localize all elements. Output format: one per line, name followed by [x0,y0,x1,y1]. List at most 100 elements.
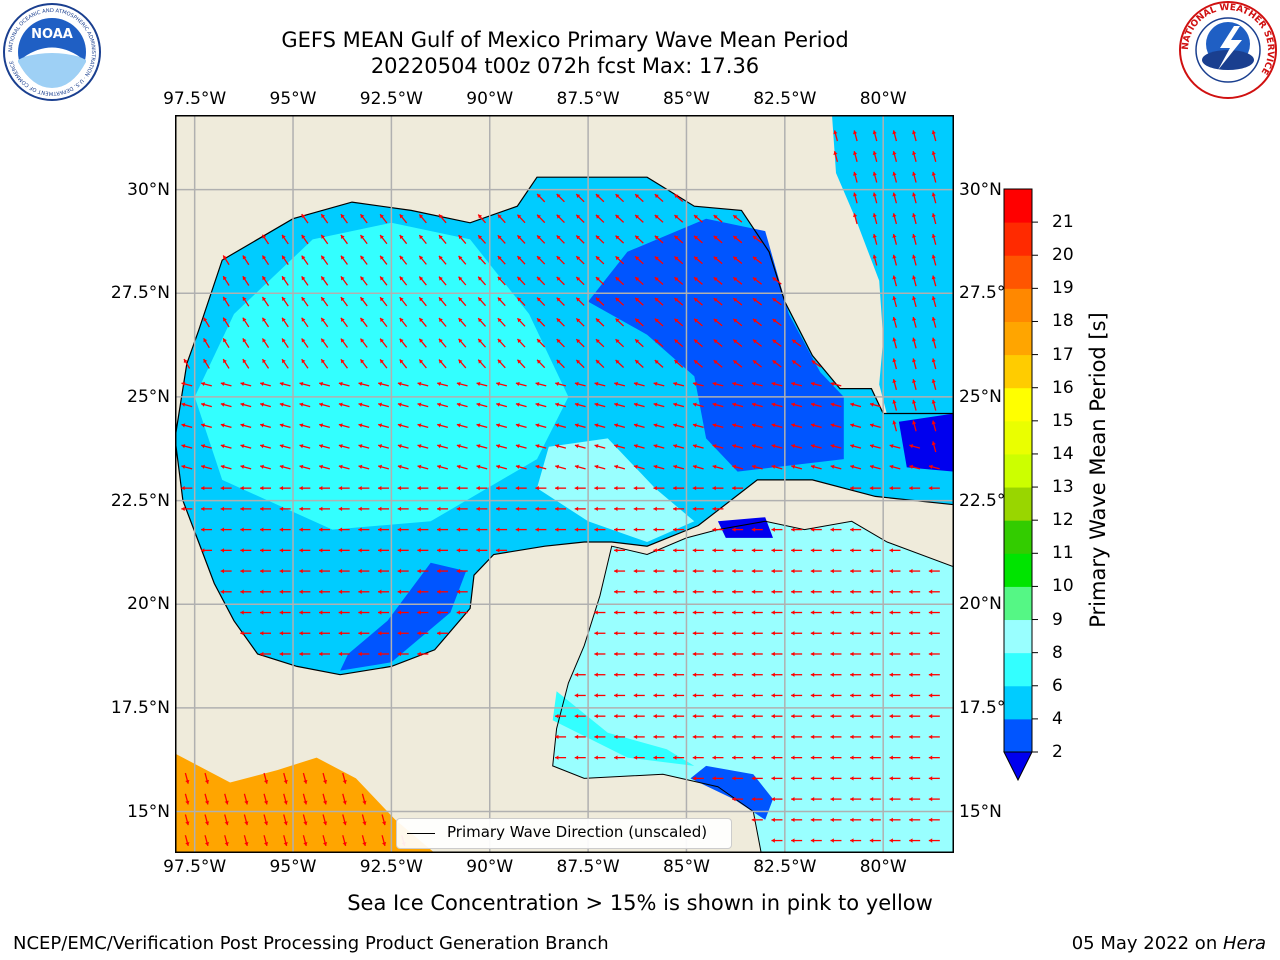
colorbar-segment [1004,453,1032,488]
wave-arrow-head [200,506,205,512]
wave-arrow-head [220,568,225,574]
wave-arrow-head [358,381,363,387]
wave-arrow-head [771,672,775,677]
wave-arrow-head [595,277,600,281]
wave-arrow-head [929,464,933,469]
lon-tick-label: 92.5°W [359,857,423,877]
colorbar-title: Primary Wave Mean Period [s] [1086,312,1110,628]
wave-arrow-head [791,589,795,594]
wave-arrow-head [614,631,618,636]
wave-arrow-head [535,527,539,532]
wave-arrow-head [712,402,717,407]
wave-arrow-head [830,672,834,677]
wave-arrow-head [653,548,657,553]
wave-arrow-head [301,297,306,302]
wave-arrow-head [259,486,264,491]
colorbar [1003,188,1038,782]
lon-tick-label: 80°W [859,89,907,109]
wave-arrow-head [654,318,659,323]
wave-arrow-head [912,130,917,135]
wave-arrow-head [830,693,834,698]
wave-arrow-head [497,276,502,281]
wave-arrow-head [751,672,756,677]
wave-arrow-head [437,506,441,512]
wave-arrow-head [574,672,579,677]
wave-arrow-head [576,276,581,281]
wave-arrow-head [242,359,247,364]
wave-arrow-head [299,464,304,469]
wave-arrow-head [437,444,442,449]
wave-arrow-head [497,256,502,260]
wave-arrow-head [282,255,286,260]
period-zone-2-4s-east [588,218,844,472]
wave-arrow-head [751,568,756,574]
wave-arrow-head [259,651,264,657]
colorbar-tick-label: 8 [1052,642,1063,663]
wave-arrow-head [240,610,244,615]
wave-arrow-head [653,755,657,760]
wave-arrow-head [654,277,659,282]
wave-arrow-head [791,672,795,677]
wave-arrow-head [240,486,244,491]
wave-arrow-head [378,402,383,407]
wave-arrow-head [633,402,638,407]
wave-arrow-head [771,796,775,802]
wave-arrow-head [203,338,208,343]
wave-arrow-head [594,381,599,387]
wave-arrow-head [476,527,480,532]
wave-arrow-head [713,215,718,219]
wave-arrow-head [338,464,343,469]
wave-arrow-head [633,631,638,636]
wave-arrow-head [224,800,229,805]
wave-arrow-head [850,464,855,469]
wave-arrow-head [772,318,777,323]
wave-arrow-head [771,693,775,698]
wave-arrow-head [456,486,461,491]
wave-arrow-head [535,402,540,407]
wave-arrow-head [853,130,858,135]
wave-arrow-head [692,755,697,760]
legend-label: Primary Wave Direction (unscaled) [447,823,708,841]
wave-arrow-head [653,734,657,740]
wave-arrow-head [437,402,442,407]
wave-arrow-head [810,755,815,760]
wave-arrow-head [673,548,677,553]
wave-arrow-head [653,423,658,428]
wave-arrow-head [850,672,854,677]
wave-arrow-head [712,672,716,677]
wave-arrow-head [912,296,917,301]
wave-arrow-head [378,464,383,469]
wave-arrow-head [515,527,520,532]
wave-arrow-head [751,464,756,469]
wave-arrow-head [358,486,362,491]
wave-arrow-head [517,297,522,302]
wave-arrow-head [810,444,815,449]
wave-arrow-head [576,194,581,198]
wave-arrow-head [673,486,677,491]
wave-arrow-head [712,527,716,532]
wave-arrow-head [928,838,933,843]
wave-arrow-head [594,651,598,657]
wave-arrow-head [517,359,522,364]
wave-arrow-head [912,316,917,321]
wave-arrow-head [733,235,738,240]
wave-arrow-head [381,821,387,826]
wave-arrow-head [242,276,247,281]
wave-arrow-head [497,338,502,343]
wave-arrow-head [772,298,777,303]
wave-arrow-head [713,360,718,365]
wave-arrow-head [772,360,777,365]
wave-arrow-head [713,339,718,344]
wave-arrow-head [872,151,877,155]
wave-arrow-head [791,631,795,636]
wave-arrow-head [419,338,424,343]
wave-arrow-head [653,693,657,698]
wave-arrow-head [378,631,382,636]
wave-arrow-head [262,234,267,239]
wave-arrow-head [635,360,640,364]
lat-tick-label: 20°N [127,594,170,615]
wave-arrow-head [321,214,326,219]
lon-tick-label: 85°W [662,857,710,877]
coastline [175,176,954,676]
wave-arrow-head [928,610,933,615]
